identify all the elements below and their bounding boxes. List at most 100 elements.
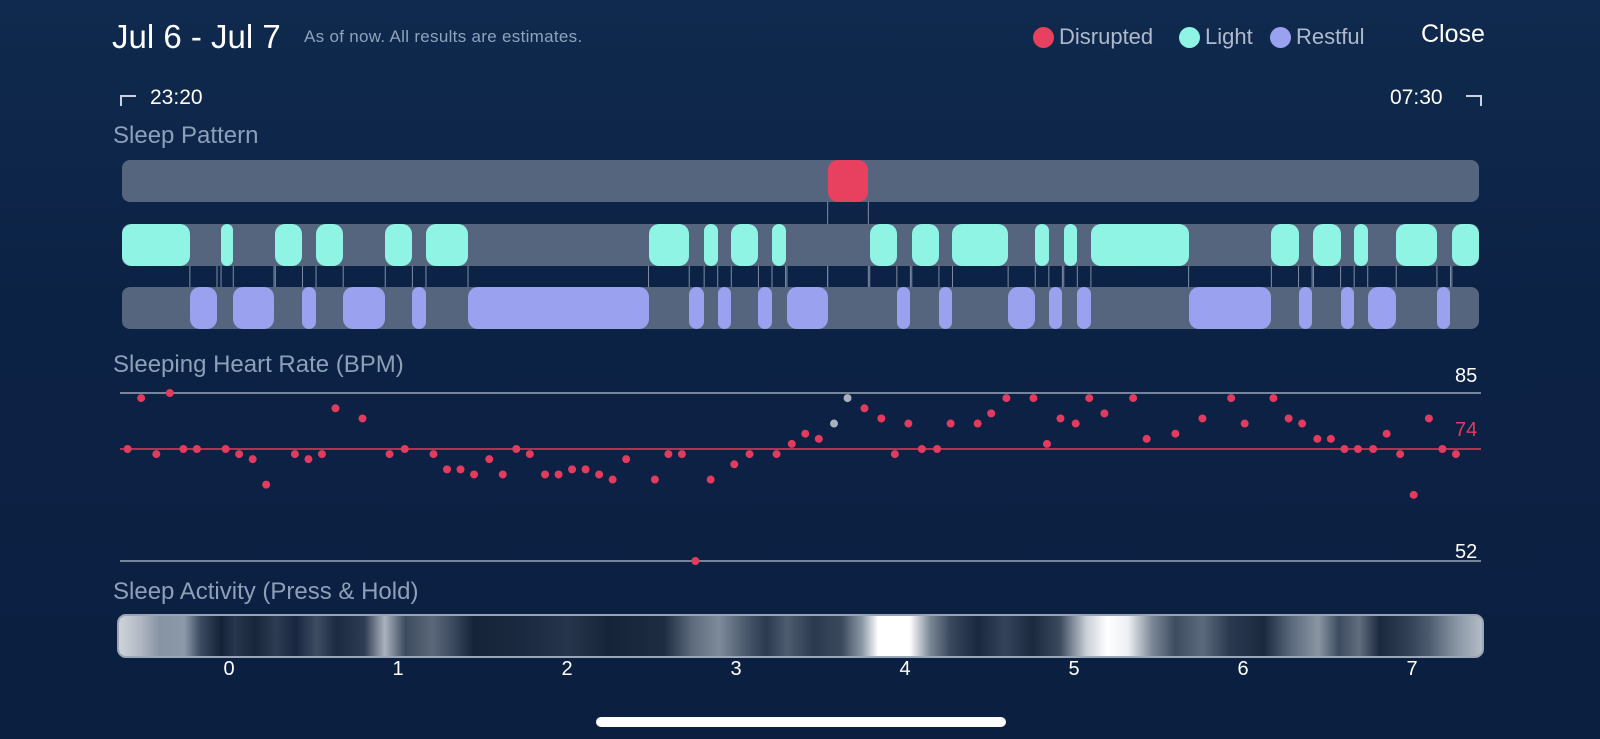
hr-point — [137, 394, 146, 403]
start-time: 23:20 — [150, 86, 203, 109]
disrupted-segment — [827, 160, 869, 202]
hr-point — [358, 414, 367, 423]
hr-point — [317, 450, 326, 459]
hr-point — [248, 455, 257, 464]
hr-point — [152, 450, 161, 459]
light-segment — [911, 224, 939, 266]
hr-point — [235, 450, 244, 459]
heart-rate-title: Sleeping Heart Rate (BPM) — [113, 351, 404, 378]
sleep-pattern-title: Sleep Pattern — [113, 122, 259, 149]
restful-segment — [786, 287, 828, 329]
disrupted-track — [122, 160, 1479, 202]
hr-point — [1424, 414, 1433, 423]
end-time: 07:30 — [1390, 86, 1443, 109]
hr-point — [1313, 434, 1322, 443]
hr-point — [541, 470, 550, 479]
start-bracket-icon — [120, 95, 136, 106]
hr-point — [830, 419, 839, 428]
hr-point — [1198, 414, 1207, 423]
hr-point — [1171, 429, 1180, 438]
restful-segment — [1188, 287, 1272, 329]
hr-point — [221, 445, 230, 453]
restful-segment — [1298, 287, 1313, 329]
light-segment — [1035, 224, 1049, 266]
hr-point — [706, 475, 715, 484]
home-indicator[interactable] — [596, 717, 1006, 727]
hr-point — [581, 465, 590, 474]
hr-point — [165, 389, 174, 397]
hr-point — [443, 465, 452, 474]
hr-point — [622, 455, 631, 464]
hr-point — [595, 470, 604, 479]
hr-point — [498, 470, 507, 479]
hr-point — [691, 557, 700, 565]
hr-point — [904, 419, 913, 428]
x-tick: 7 — [1406, 658, 1418, 680]
hr-point — [1396, 450, 1405, 459]
light-segment — [869, 224, 897, 266]
hr-point — [946, 419, 955, 428]
hr-point — [1029, 394, 1038, 403]
hr-point — [890, 450, 899, 459]
hr-point — [772, 450, 781, 459]
date-range-title: Jul 6 - Jul 7 — [112, 18, 281, 55]
restful-track — [122, 287, 1479, 329]
legend-disrupted-label: Disrupted — [1059, 24, 1154, 49]
x-tick: 3 — [730, 658, 742, 680]
light-segment — [1271, 224, 1299, 266]
hr-point — [123, 445, 132, 453]
light-dot-icon — [1179, 26, 1200, 48]
hr-point — [1042, 439, 1051, 448]
hr-point — [1326, 434, 1335, 443]
hr-point — [1142, 434, 1151, 443]
hr-point — [801, 429, 810, 438]
hr-point — [608, 475, 617, 484]
hr-point — [1269, 394, 1278, 403]
hr-point — [385, 450, 394, 459]
light-segment — [1451, 224, 1479, 266]
hr-point — [650, 475, 659, 484]
light-segment — [772, 224, 786, 266]
hr-point — [730, 460, 739, 469]
restful-segment — [758, 287, 772, 329]
hr-point — [860, 404, 869, 413]
light-segment — [275, 224, 303, 266]
close-button[interactable]: Close — [1421, 20, 1485, 48]
hr-point — [192, 445, 201, 453]
x-tick: 5 — [1068, 658, 1080, 680]
hr-point — [262, 480, 271, 489]
hr-avg-label: 74 — [1455, 419, 1478, 441]
hr-point — [485, 455, 494, 464]
light-segment — [1063, 224, 1078, 266]
hr-point — [568, 465, 577, 474]
estimate-note: As of now. All results are estimates. — [304, 27, 583, 46]
hr-point — [456, 465, 465, 474]
hr-point — [1284, 414, 1293, 423]
hr-point — [1438, 445, 1447, 453]
sleep-activity-bar[interactable] — [117, 614, 1484, 658]
hr-point — [677, 450, 686, 459]
restful-dot-icon — [1270, 26, 1291, 48]
light-segment — [425, 224, 469, 266]
light-segment — [221, 224, 234, 266]
hr-point — [877, 414, 886, 423]
hr-point — [290, 450, 299, 459]
restful-segment — [1367, 287, 1397, 329]
restful-segment — [412, 287, 426, 329]
hr-point — [787, 439, 796, 448]
x-tick: 6 — [1237, 658, 1249, 680]
light-segment — [731, 224, 759, 266]
hr-point — [1240, 419, 1249, 428]
restful-segment — [233, 287, 274, 329]
light-segment — [1090, 224, 1189, 266]
restful-segment — [468, 287, 649, 329]
legend-restful-label: Restful — [1296, 24, 1365, 49]
hr-point — [1298, 419, 1307, 428]
x-tick: 4 — [899, 658, 911, 680]
hr-point — [331, 404, 340, 413]
hr-point — [987, 409, 996, 418]
hr-point — [1340, 445, 1349, 453]
restful-segment — [689, 287, 705, 329]
hr-point — [843, 394, 852, 403]
